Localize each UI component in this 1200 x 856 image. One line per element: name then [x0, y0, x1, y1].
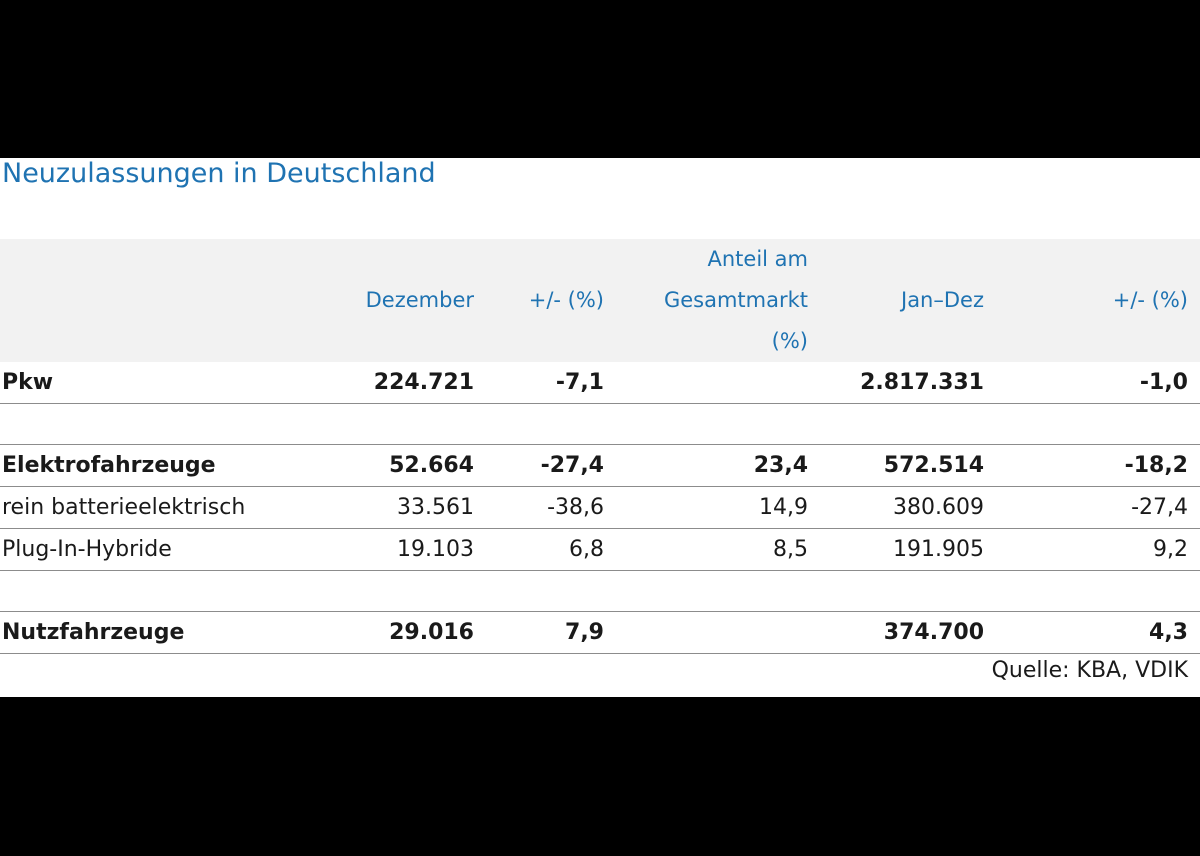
cell-market-share: 8,5: [773, 537, 808, 562]
cell-change-dezember: 7,9: [565, 620, 604, 645]
cell-dezember: 29.016: [389, 620, 474, 645]
cell-change-jan-dez: 9,2: [1153, 537, 1188, 562]
cell-jan-dez: 2.817.331: [860, 370, 984, 395]
table-row-spacer: [0, 404, 1200, 445]
row-label: Elektrofahrzeuge: [2, 453, 216, 478]
registrations-table: Dezember +/- (%) Anteil am Gesamtmarkt (…: [0, 239, 1200, 654]
row-label: [2, 404, 332, 445]
cell-jan-dez: 374.700: [883, 620, 984, 645]
table-row-pkw: Pkw 224.721 -7,1 2.817.331 -1,0: [0, 362, 1200, 404]
row-label: Plug-In-Hybride: [2, 537, 172, 562]
row-label: Nutzfahrzeuge: [2, 620, 185, 645]
header-market-share: Anteil am Gesamtmarkt (%): [663, 247, 808, 353]
table-row-spacer: [0, 571, 1200, 612]
cell-change-dezember: -27,4: [540, 453, 604, 478]
cell-change-jan-dez: -27,4: [1131, 495, 1188, 520]
cell-change-dezember: 6,8: [569, 537, 604, 562]
row-label: Pkw: [2, 370, 54, 395]
cell-market-share: 14,9: [759, 495, 808, 520]
header-change-jan-dez: +/- (%): [1112, 288, 1188, 312]
header-change-dezember: +/- (%): [528, 288, 604, 312]
table-row-elektrofahrzeuge: Elektrofahrzeuge 52.664 -27,4 23,4 572.5…: [0, 445, 1200, 487]
cell-change-jan-dez: 4,3: [1149, 620, 1188, 645]
cell-change-dezember: -7,1: [555, 370, 604, 395]
cell-jan-dez: 380.609: [893, 495, 984, 520]
table-row-bev: rein batterieelektrisch 33.561 -38,6 14,…: [0, 487, 1200, 529]
table-header: Dezember +/- (%) Anteil am Gesamtmarkt (…: [0, 239, 1200, 362]
cell-market-share: 23,4: [753, 453, 808, 478]
row-label: rein batterieelektrisch: [2, 495, 246, 520]
cell-dezember: 224.721: [373, 370, 474, 395]
cell-change-jan-dez: -1,0: [1139, 370, 1188, 395]
cell-market-share: [610, 362, 808, 403]
cell-change-dezember: -38,6: [547, 495, 604, 520]
source-note: Quelle: KBA, VDIK: [991, 658, 1188, 683]
cell-change-jan-dez: -18,2: [1124, 453, 1188, 478]
table-row-phev: Plug-In-Hybride 19.103 6,8 8,5 191.905 9…: [0, 529, 1200, 571]
table-panel: Neuzulassungen in Deutschland Dezember +…: [0, 158, 1200, 697]
cell-dezember: 52.664: [389, 453, 474, 478]
cell-dezember: 33.561: [397, 495, 474, 520]
header-dezember: Dezember: [365, 288, 474, 312]
cell-market-share: [610, 612, 808, 653]
cell-jan-dez: 191.905: [893, 537, 984, 562]
cell-jan-dez: 572.514: [883, 453, 984, 478]
header-jan-dez: Jan–Dez: [901, 288, 984, 312]
table-title: Neuzulassungen in Deutschland: [2, 158, 436, 189]
table-row-nutzfahrzeuge: Nutzfahrzeuge 29.016 7,9 374.700 4,3: [0, 612, 1200, 654]
row-label: [2, 571, 332, 612]
cell-dezember: 19.103: [397, 537, 474, 562]
